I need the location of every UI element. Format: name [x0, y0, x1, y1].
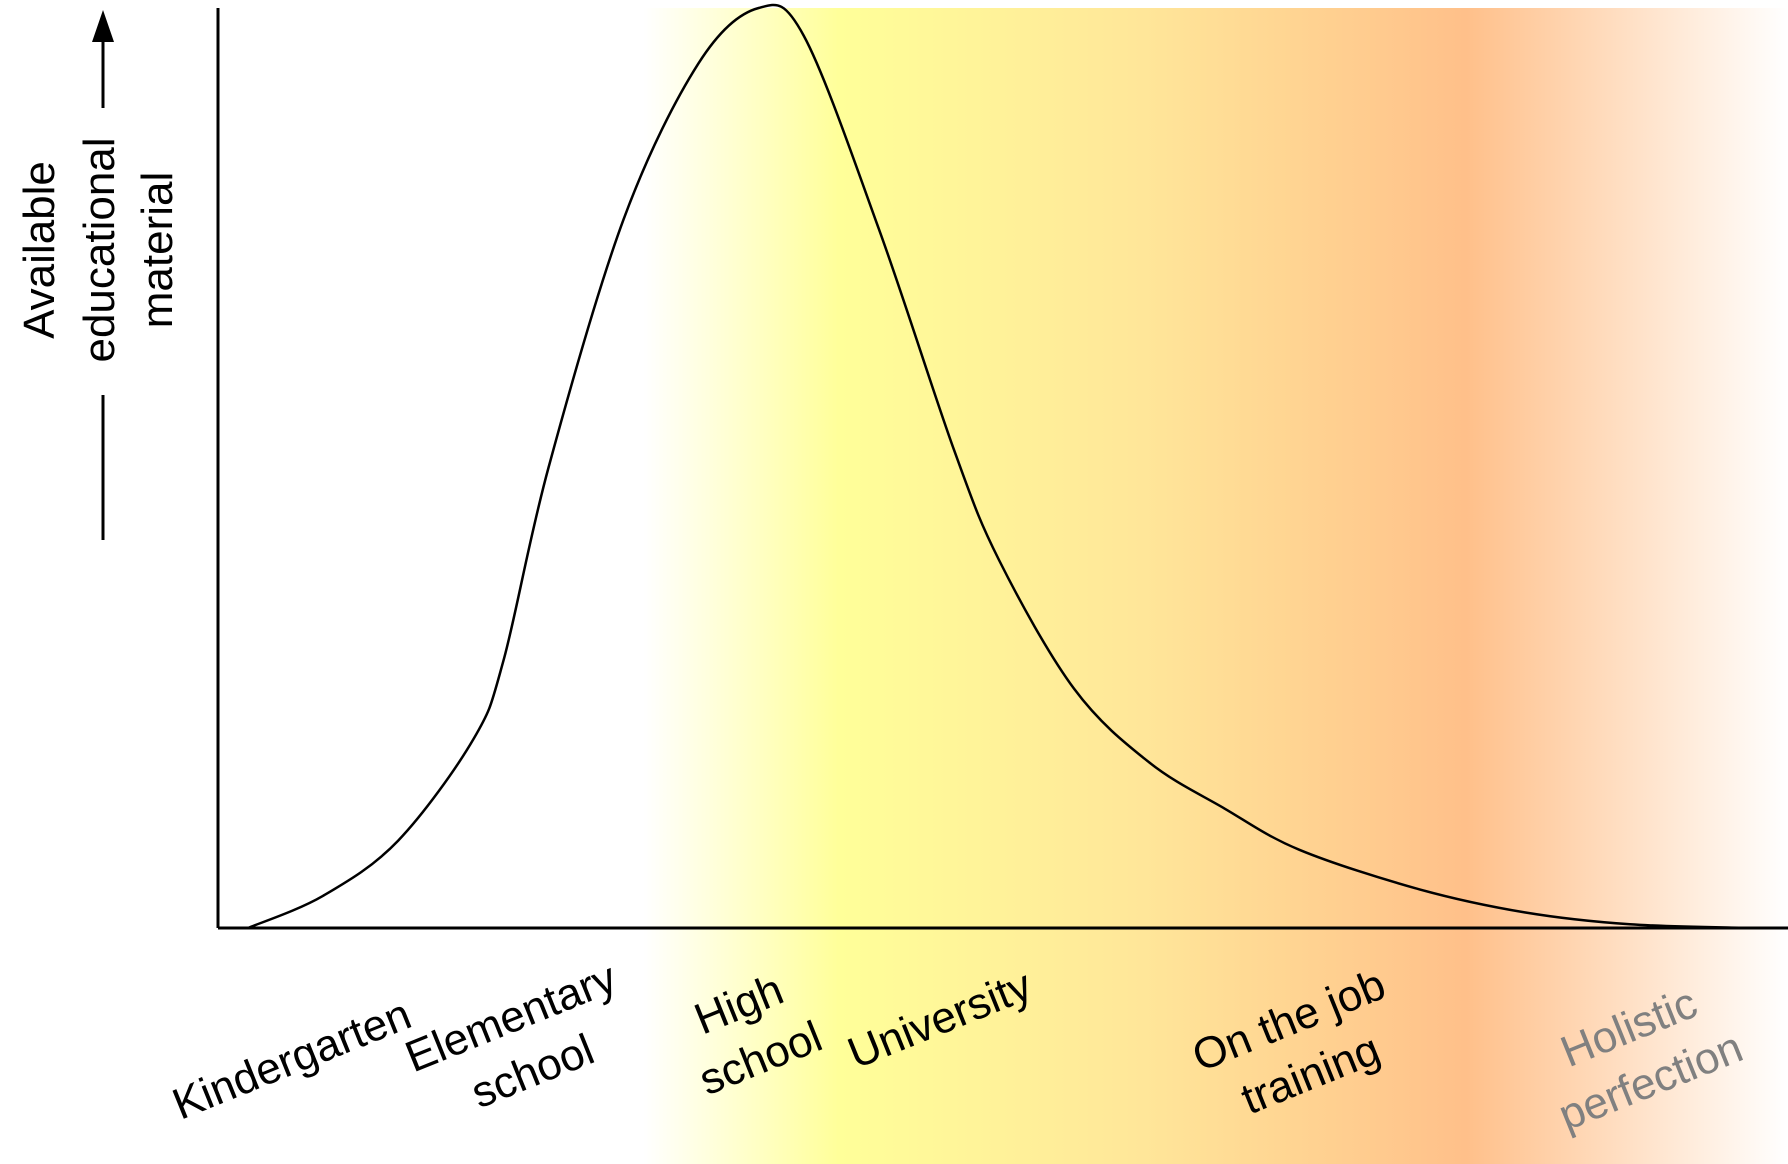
curve-line	[247, 3, 1751, 930]
y-axis-label: Available educational material	[15, 10, 182, 540]
y-axis-arrowhead-icon	[92, 10, 114, 42]
y-axis-label-line-2: material	[133, 172, 182, 329]
background-gradient	[0, 8, 1788, 1164]
y-axis-label-line-0: Available	[15, 161, 64, 339]
y-axis-label-line-1: educational	[75, 137, 124, 362]
